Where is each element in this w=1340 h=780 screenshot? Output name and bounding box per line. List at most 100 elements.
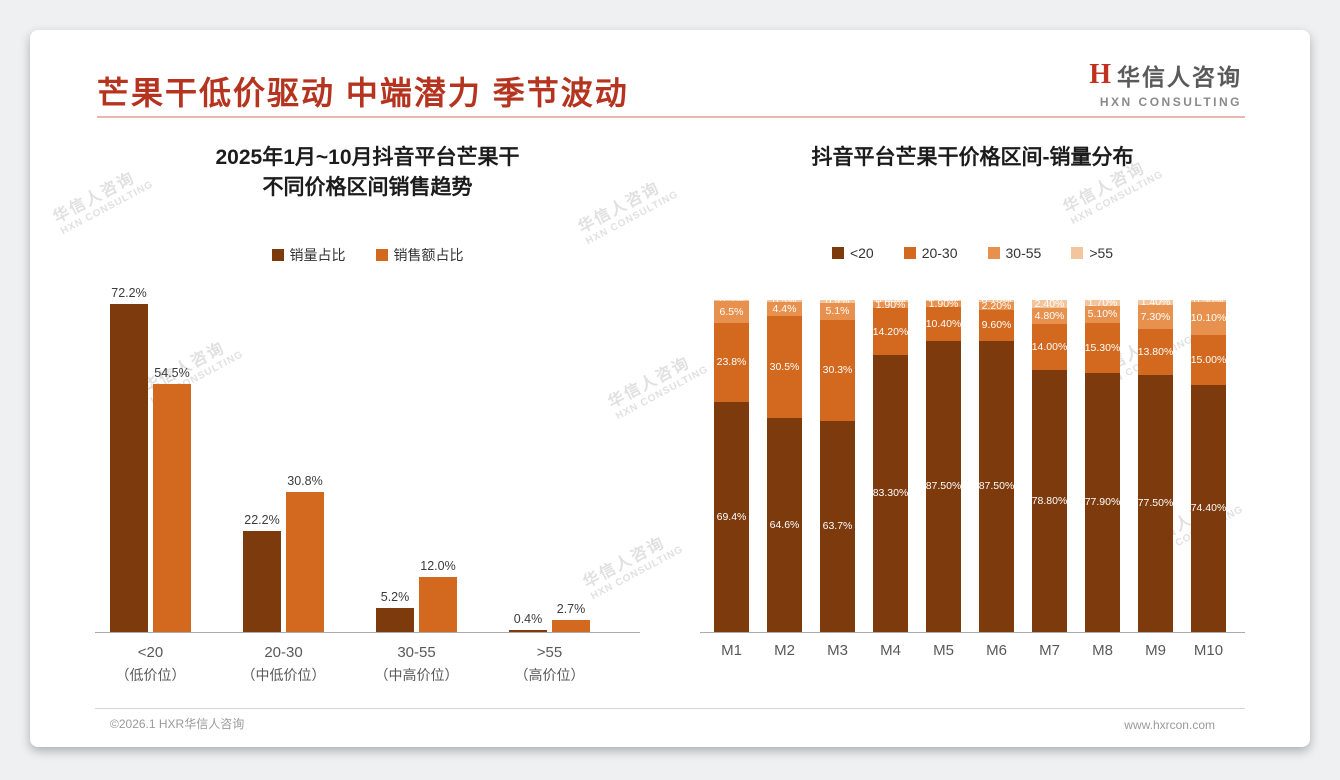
bar: 0.4% [509,612,547,632]
legend-item: 销量占比 [271,245,346,265]
stacked-column: 78.80% 14.00% 4.80% 2.40% M7 [1032,299,1068,659]
month-label: M4 [880,642,901,659]
segment-value-label: 4.80% [1034,309,1065,322]
segment-value-label: 1.90% [875,298,906,311]
segment-value-label: 10.40% [925,317,962,330]
segment-value-label: 9.60% [981,319,1012,332]
stack-segment: 64.6% [767,417,802,632]
segment-value-label: 1.90% [928,297,959,310]
stack-segment: 0.5% [767,296,802,306]
chart-title-line2: 不同价格区间销售趋势 [262,176,473,199]
stack-segment: 14.00% [1032,323,1067,371]
logo-name-cn: 华信人咨询 [1117,64,1242,90]
bar-value-label: 5.2% [380,590,410,605]
segment-value-label: 74.40% [1190,502,1227,515]
legend-label: 30-55 [1005,245,1042,261]
stack-segment: 1.70% [1085,298,1120,308]
segment-value-label: 69.4% [716,510,747,523]
category-label: 20-30 （中低价位） [242,642,326,686]
chart-title-line1: 2025年1月~10月抖音平台芒果干 [215,146,520,169]
bar: 2.7% [552,602,590,632]
category-note: （高价位） [514,667,585,683]
segment-value-label: 87.50% [925,480,962,493]
bar-value-label: 0.4% [513,612,543,627]
month-label: M7 [1039,642,1060,659]
stack-segment: 9.60% [979,309,1014,342]
footer-website: www.hxrcon.com [1124,718,1215,732]
bar: 22.2% [243,513,281,632]
stacked-column: 74.40% 15.00% 10.10% 0.50% M10 [1190,296,1227,659]
bar-value-label: 22.2% [244,513,280,527]
month-label: M10 [1193,642,1224,659]
stack-segment: 30.3% [820,319,855,421]
chart-title-line1: 抖音平台芒果干价格区间-销量分布 [811,146,1134,169]
bar: 54.5% [153,366,191,632]
segment-value-label: 87.50% [978,480,1015,493]
month-label: M3 [827,642,848,659]
bar: 12.0% [419,559,457,632]
category-name: >55 [536,644,563,661]
stack-segment: 10.40% [925,306,962,342]
segment-value-label: 7.30% [1140,310,1171,323]
segment-value-label: 0.5% [772,294,797,307]
legend-item: <20 [831,245,874,261]
bar-group: 72.2% 54.5% <20 （低价位） [110,286,191,683]
footer-divider [95,708,1245,709]
stack-segment: 63.7% [820,420,855,632]
segment-value-label: 0.20% [929,295,959,306]
month-label: M8 [1092,642,1113,659]
bar: 72.2% [110,286,148,632]
plot-area: 69.4% 23.8% 6.5%0.3% M1 64.6% 30.5% 4.4%0.5% M2… [700,295,1245,659]
stack-segment: 0.20% [926,295,961,305]
stack-segment: 2.20% [979,301,1014,311]
month-label: M6 [986,642,1007,659]
page-title: 芒果干低价驱动 中端潜力 季节波动 [97,75,629,111]
legend-item: 30-55 [987,245,1042,261]
stack-segment: 0.70% [979,296,1014,306]
stack-segment: 2.40% [1032,299,1067,309]
legend-swatch [1071,247,1084,259]
bar-value-label: 2.7% [556,601,586,616]
stack-segment: 14.20% [873,308,908,356]
segment-value-label: 0.9% [825,295,850,308]
stack-segment: 0.50% [1191,296,1226,306]
category-label: <20 （低价位） [116,642,186,686]
legend-label: 20-30 [921,245,958,261]
stack-segment: 0.60% [873,296,908,306]
segment-value-label: 0.60% [875,294,906,307]
segment-value-label: 13.80% [1137,345,1174,358]
header-divider [97,116,1245,118]
bar-value-label: 72.2% [111,285,147,300]
slide-card: 华信人咨询 HXN CONSULTING 华信人咨询 HXN CONSULTING 华信… [30,30,1310,747]
legend-swatch [987,247,1000,259]
legend-label: <20 [849,245,874,261]
stacked-column: 83.30% 14.20% 1.90% 0.60% M4 [873,296,909,659]
segment-value-label: 83.30% [872,487,909,500]
segment-value-label: 15.30% [1084,341,1121,354]
stack-segment: 1.40% [1138,297,1173,307]
logo-mark-icon: H [1089,59,1111,90]
stacked-column: 63.7% 30.3% 5.1% 0.9% M3 [820,296,855,659]
legend-item: >55 [1071,245,1113,261]
category-note: （中低价位） [241,667,326,683]
bar-value-label: 12.0% [420,559,456,574]
bar: 5.2% [376,590,414,632]
stacked-column: 64.6% 30.5% 4.4% 0.5% M2 [767,296,802,659]
chart-legend: <20 20-30 30-55 >55 [700,245,1245,261]
stack-segment: 74.40% [1190,384,1227,632]
legend-swatch [271,249,284,261]
legend-item: 销售额占比 [375,245,464,265]
month-label: M9 [1145,642,1166,659]
legend-swatch [375,249,388,261]
bar-group: 22.2% 30.8% 20-30 （中低价位） [242,293,326,683]
segment-value-label: 4.4% [772,302,797,315]
stack-segment: 83.30% [873,355,908,632]
segment-value-label: 0.70% [981,294,1012,307]
stack-segment: 77.90% [1085,373,1120,632]
stack-segment: 6.5% [714,300,749,323]
stack-segment: 23.8% [714,322,749,402]
stack-segment: 0.9% [820,296,855,306]
stack-segment: 87.50% [926,341,961,632]
stack-segment: 87.50% [979,341,1014,632]
segment-value-label: 5.1% [825,305,850,318]
